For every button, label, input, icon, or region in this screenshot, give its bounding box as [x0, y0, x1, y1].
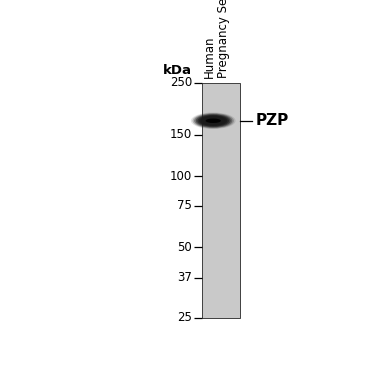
Text: 250: 250 [170, 76, 192, 89]
Text: Human
Pregnancy Sera: Human Pregnancy Sera [203, 0, 230, 78]
Ellipse shape [192, 113, 234, 129]
Ellipse shape [194, 114, 232, 128]
Text: 100: 100 [170, 170, 192, 183]
Ellipse shape [196, 114, 231, 127]
Ellipse shape [206, 118, 221, 123]
Text: 25: 25 [177, 311, 192, 324]
Text: kDa: kDa [163, 64, 192, 78]
Text: 37: 37 [177, 271, 192, 284]
Ellipse shape [191, 112, 236, 129]
Ellipse shape [201, 116, 226, 125]
Text: PZP: PZP [255, 113, 288, 128]
Text: 50: 50 [177, 240, 192, 254]
Ellipse shape [202, 117, 224, 125]
Text: 150: 150 [170, 128, 192, 141]
Text: 75: 75 [177, 199, 192, 212]
Ellipse shape [199, 116, 227, 126]
Bar [202, 82, 240, 318]
Ellipse shape [197, 115, 229, 127]
